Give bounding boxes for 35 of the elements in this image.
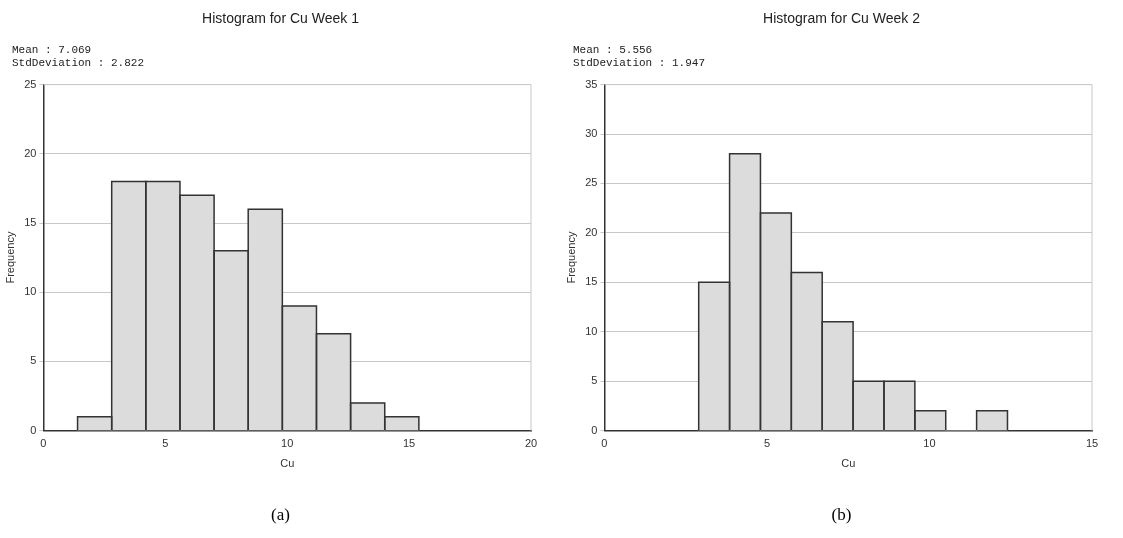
text: Mean : 7.069 <box>12 44 92 56</box>
x-axis-title: Cu <box>280 457 295 470</box>
text: Mean : 5.556 <box>573 44 653 56</box>
x-tick-label: 0 <box>601 437 608 450</box>
x-tick-label: 10 <box>281 437 294 450</box>
y-axis-title: Frequency <box>564 231 577 284</box>
y-tick-label: 30 <box>585 127 598 140</box>
chart-title: Histogram for Cu Week 2 <box>762 10 921 26</box>
text: (b) <box>830 505 853 525</box>
x-tick-label: 0 <box>40 437 47 450</box>
y-tick-label: 20 <box>24 146 37 159</box>
y-tick-label: 10 <box>585 324 598 337</box>
y-tick-label: 20 <box>585 225 598 238</box>
y-tick-label: 10 <box>24 285 37 298</box>
x-tick-label: 5 <box>162 437 169 450</box>
text: StdDeviation : 2.822 <box>12 57 145 69</box>
y-tick-label: 15 <box>585 275 598 288</box>
y-tick-label: 35 <box>585 77 598 90</box>
chart-title: Histogram for Cu Week 1 <box>201 10 360 26</box>
y-tick-label: 25 <box>585 176 598 189</box>
y-axis-title: Frequency <box>3 231 16 284</box>
y-tick-label: 5 <box>591 374 598 387</box>
x-tick-label: 10 <box>923 437 936 450</box>
y-tick-label: 0 <box>591 423 598 436</box>
x-tick-label: 5 <box>763 437 771 450</box>
text: StdDeviation : 1.947 <box>573 57 706 69</box>
text: (a) <box>270 505 291 525</box>
x-tick-label: 20 <box>524 437 538 450</box>
y-tick-label: 5 <box>30 354 37 367</box>
x-tick-label: 15 <box>402 437 416 450</box>
y-tick-label: 25 <box>24 77 37 90</box>
y-tick-label: 0 <box>30 423 37 436</box>
y-tick-label: 15 <box>24 216 37 229</box>
x-axis-title: Cu <box>841 457 856 470</box>
x-tick-label: 15 <box>1085 437 1099 450</box>
